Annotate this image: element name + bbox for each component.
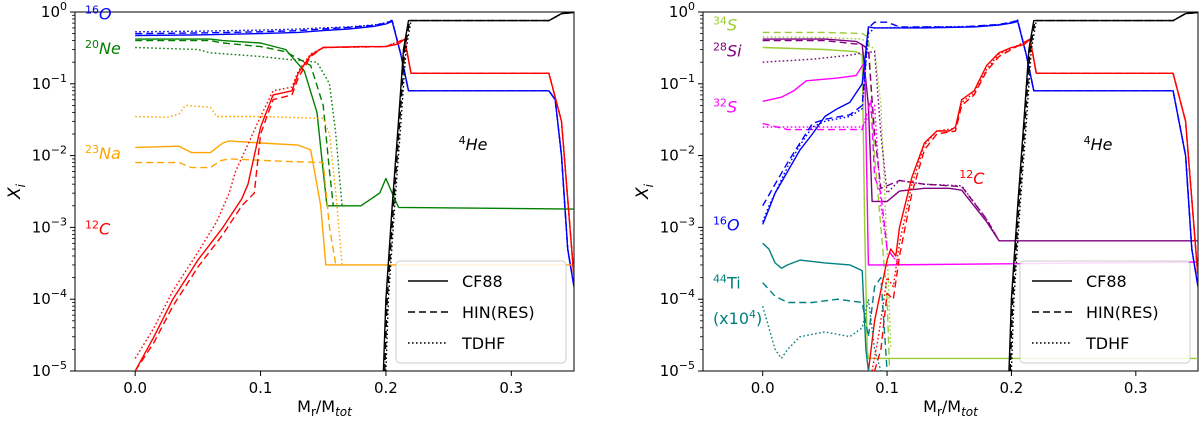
legend-frame	[395, 260, 567, 364]
series-line-32s-tdhf	[762, 104, 901, 266]
series-line-16o-tdhf	[762, 19, 1198, 287]
series-line-28si-hin-res	[762, 39, 1000, 242]
annotation-16o: 16O	[85, 4, 112, 24]
y-tick-label: 100	[41, 0, 67, 21]
series-line-12c-tdhf	[871, 38, 1198, 371]
y-tick-label: 10−5	[32, 359, 67, 380]
series-line-16o-cf88	[762, 20, 1198, 287]
annotation-16o: 16O	[713, 215, 740, 235]
x-axis-label: Mr/Mtot	[923, 397, 979, 419]
axes-frame	[702, 11, 1199, 372]
x-tick-label: 0.2	[1000, 379, 1024, 397]
series-line-28si-tdhf	[762, 51, 1000, 242]
series-line-4he-tdhf	[1010, 12, 1198, 371]
series-line-44ti-x10-4-hin-res	[762, 276, 888, 371]
series-line-12c-hin-res	[134, 38, 574, 371]
y-axis-label: Xi	[5, 183, 28, 200]
annotation-28si: 28Si	[713, 41, 742, 61]
x-tick-label: 0.3	[499, 379, 523, 397]
series-line-16o-tdhf	[135, 19, 574, 287]
annotation-12c: 12C	[85, 218, 111, 238]
y-tick-label: 10−4	[32, 287, 67, 308]
y-tick-label: 100	[669, 0, 695, 21]
series-line-44ti-x10-4-cf88	[762, 242, 870, 371]
series-line-44ti-x10-4-tdhf	[762, 298, 882, 371]
y-tick-label: 10−4	[660, 287, 695, 308]
series-line-16o-hin-res	[762, 19, 1198, 287]
series-line-20ne-tdhf	[135, 46, 343, 206]
series-line-28si-cf88	[762, 38, 1198, 242]
annotation-34s: 34S	[713, 15, 737, 35]
y-tick-label: 10−5	[660, 359, 695, 380]
annotation-12c: 12C	[959, 168, 985, 188]
x-tick-label: 0.1	[875, 379, 899, 397]
y-tick-label: 10−1	[32, 72, 67, 93]
x-tick-label: 0.2	[374, 379, 398, 397]
x-axis-label: Mr/Mtot	[297, 397, 353, 419]
annotation-20ne: 20Ne	[85, 38, 121, 58]
legend-label-tdhf: TDHF	[461, 334, 505, 353]
x-tick-label: 0.0	[751, 379, 775, 397]
y-tick-label: 10−2	[660, 144, 695, 165]
y-tick-label: 10−2	[32, 144, 67, 165]
y-tick-label: 10−3	[32, 215, 67, 236]
axes-frame	[74, 11, 575, 372]
series-line-4he-tdhf	[385, 12, 574, 371]
series-line-16o-cf88	[135, 20, 574, 287]
series-line-23na-tdhf	[135, 104, 343, 265]
x-tick-label: 0.1	[249, 379, 273, 397]
series-line-12c-cf88	[134, 38, 574, 371]
series-line-23na-hin-res	[135, 158, 337, 266]
series-group	[762, 12, 1198, 371]
annotation-4he: 4He	[1084, 134, 1113, 154]
legend-label-cf88: CF88	[1086, 272, 1127, 291]
y-tick-label: 10−1	[660, 72, 695, 93]
series-line-4he-hin-res	[1009, 12, 1198, 371]
series-line-20ne-hin-res	[135, 39, 334, 206]
series-line-16o-hin-res	[135, 19, 574, 287]
series-group	[134, 12, 574, 371]
series-line-12c-tdhf	[134, 38, 574, 359]
y-axis-label: Xi	[633, 183, 656, 200]
annotation-4he: 4He	[459, 134, 488, 154]
series-line-32s-cf88	[762, 61, 1198, 266]
annotation-32s: 32S	[713, 96, 737, 116]
x-tick-label: 0.0	[123, 379, 147, 397]
chart-panel-1: 0.0 0.1 0.2 0.3 10−5 10−4 10−3 10−2 10−1 100 Mr/Mt…	[5, 0, 575, 419]
chart-panel-2: 0.0 0.1 0.2 0.3 10−5 10−4 10−3 10−2 10−1 100 Mr/Mt…	[633, 0, 1199, 419]
legend: CF88 HIN(RES) TDHF	[395, 260, 567, 364]
x-tick-label: 0.3	[1124, 379, 1148, 397]
legend-label-cf88: CF88	[462, 272, 503, 291]
series-line-34s-cf88	[762, 46, 1198, 360]
series-line-20ne-cf88	[135, 38, 574, 210]
y-tick-label: 10−3	[660, 215, 695, 236]
legend-label-hin-res: HIN(RES)	[462, 303, 535, 322]
legend-label-tdhf: TDHF	[1085, 334, 1129, 353]
annotation-23na: 23Na	[85, 143, 121, 163]
annotation-x10: (x104)	[713, 308, 762, 328]
legend-frame	[1019, 260, 1191, 364]
legend: CF88 HIN(RES) TDHF	[1019, 260, 1191, 364]
series-line-23na-cf88	[135, 140, 574, 266]
annotation-44ti: 44Ti	[713, 273, 741, 293]
legend-label-hin-res: HIN(RES)	[1086, 303, 1159, 322]
